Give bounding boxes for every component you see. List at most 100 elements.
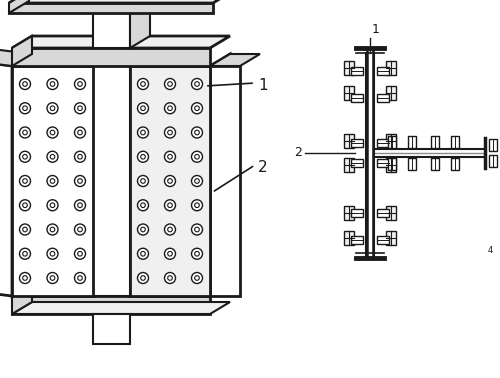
Polygon shape <box>210 66 240 296</box>
Circle shape <box>74 224 86 235</box>
Text: 1: 1 <box>258 77 268 93</box>
Circle shape <box>138 79 148 90</box>
Polygon shape <box>0 61 12 296</box>
Circle shape <box>192 248 202 259</box>
Bar <box>377 139 389 147</box>
Circle shape <box>20 175 30 186</box>
Bar <box>451 158 459 170</box>
Circle shape <box>192 103 202 114</box>
Circle shape <box>47 248 58 259</box>
Circle shape <box>74 273 86 284</box>
Circle shape <box>74 151 86 162</box>
Bar <box>351 236 363 244</box>
Bar <box>351 94 363 102</box>
Polygon shape <box>12 54 32 296</box>
Circle shape <box>192 200 202 211</box>
Circle shape <box>192 151 202 162</box>
Circle shape <box>192 79 202 90</box>
Circle shape <box>20 200 30 211</box>
Circle shape <box>74 248 86 259</box>
Circle shape <box>192 273 202 284</box>
Bar <box>344 86 354 100</box>
Bar <box>344 134 354 148</box>
Bar <box>351 67 363 75</box>
Circle shape <box>192 175 202 186</box>
Bar <box>93 66 130 296</box>
Bar <box>408 136 416 148</box>
Bar <box>489 139 497 151</box>
Circle shape <box>138 103 148 114</box>
Bar <box>431 136 439 148</box>
Bar <box>377 94 389 102</box>
Circle shape <box>164 127 175 138</box>
Circle shape <box>192 224 202 235</box>
Circle shape <box>47 273 58 284</box>
Circle shape <box>138 273 148 284</box>
Circle shape <box>164 151 175 162</box>
Circle shape <box>138 248 148 259</box>
Circle shape <box>47 175 58 186</box>
Bar <box>408 158 416 170</box>
Circle shape <box>20 79 30 90</box>
Bar <box>431 158 439 170</box>
Circle shape <box>20 224 30 235</box>
Circle shape <box>74 127 86 138</box>
Polygon shape <box>9 0 29 13</box>
Bar <box>386 206 396 220</box>
Circle shape <box>74 200 86 211</box>
Circle shape <box>20 127 30 138</box>
Bar <box>12 48 210 66</box>
Circle shape <box>164 103 175 114</box>
Polygon shape <box>12 36 230 48</box>
Circle shape <box>47 127 58 138</box>
Circle shape <box>138 200 148 211</box>
Polygon shape <box>12 302 230 314</box>
Circle shape <box>20 248 30 259</box>
Circle shape <box>47 103 58 114</box>
Bar <box>386 86 396 100</box>
Bar <box>451 136 459 148</box>
Text: 4: 4 <box>488 246 493 255</box>
Bar <box>344 61 354 75</box>
Circle shape <box>47 151 58 162</box>
Text: 2: 2 <box>294 147 302 160</box>
Polygon shape <box>93 1 150 13</box>
Bar <box>344 206 354 220</box>
Circle shape <box>20 151 30 162</box>
Circle shape <box>164 79 175 90</box>
Bar <box>12 296 210 314</box>
Bar <box>377 236 389 244</box>
Bar <box>388 158 396 170</box>
Polygon shape <box>9 0 233 3</box>
Polygon shape <box>0 49 32 66</box>
Circle shape <box>74 103 86 114</box>
Circle shape <box>164 175 175 186</box>
Bar <box>351 209 363 217</box>
Bar <box>351 139 363 147</box>
Circle shape <box>74 175 86 186</box>
Circle shape <box>192 127 202 138</box>
Bar <box>388 136 396 148</box>
Circle shape <box>47 79 58 90</box>
Bar <box>386 134 396 148</box>
Polygon shape <box>130 1 150 48</box>
Circle shape <box>138 224 148 235</box>
Circle shape <box>164 248 175 259</box>
Circle shape <box>20 273 30 284</box>
Circle shape <box>47 224 58 235</box>
Bar <box>93 13 130 48</box>
Polygon shape <box>210 54 230 296</box>
Circle shape <box>164 224 175 235</box>
Circle shape <box>138 151 148 162</box>
Circle shape <box>138 175 148 186</box>
Polygon shape <box>12 284 32 314</box>
Bar <box>344 231 354 245</box>
Bar <box>12 66 93 296</box>
Bar <box>489 155 497 167</box>
Bar <box>377 159 389 167</box>
Bar <box>386 61 396 75</box>
Bar <box>344 158 354 172</box>
Bar <box>377 67 389 75</box>
Circle shape <box>20 103 30 114</box>
Bar <box>377 209 389 217</box>
